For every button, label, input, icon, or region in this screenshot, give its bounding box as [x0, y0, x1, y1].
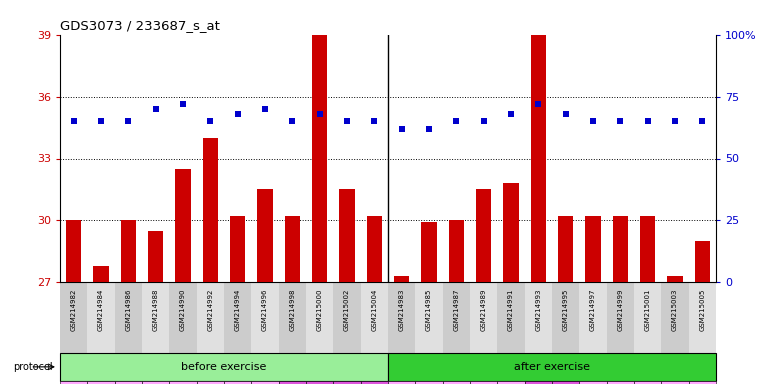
Bar — [66, 220, 81, 282]
Point — [560, 111, 572, 117]
Point — [423, 126, 435, 132]
Point — [122, 118, 134, 124]
Text: GDS3073 / 233687_s_at: GDS3073 / 233687_s_at — [60, 20, 220, 32]
Bar — [640, 216, 655, 282]
Point — [95, 118, 107, 124]
Bar — [284, 216, 300, 282]
Bar — [668, 276, 682, 282]
Point — [641, 118, 654, 124]
Bar — [585, 216, 601, 282]
Bar — [203, 138, 218, 282]
Point — [314, 111, 326, 117]
Point — [341, 118, 353, 124]
Text: before exercise: before exercise — [181, 362, 267, 372]
Bar — [121, 220, 136, 282]
Bar — [449, 220, 464, 282]
Bar — [93, 265, 109, 282]
Bar — [558, 216, 573, 282]
Point — [177, 101, 189, 107]
Bar — [394, 276, 409, 282]
Bar — [613, 216, 628, 282]
Point — [396, 126, 408, 132]
Bar — [476, 189, 491, 282]
Bar — [530, 35, 546, 282]
Bar — [503, 183, 519, 282]
Bar — [148, 230, 163, 282]
Point — [614, 118, 627, 124]
Point — [150, 106, 162, 112]
Bar — [258, 189, 272, 282]
Bar — [422, 222, 436, 282]
Point — [668, 118, 681, 124]
Point — [505, 111, 517, 117]
Bar — [231, 216, 245, 282]
Point — [477, 118, 490, 124]
Point — [286, 118, 298, 124]
Text: protocol: protocol — [12, 362, 52, 372]
Point — [587, 118, 599, 124]
Point — [259, 106, 271, 112]
Point — [532, 101, 544, 107]
Bar — [312, 35, 327, 282]
Bar — [176, 169, 190, 282]
Text: after exercise: after exercise — [514, 362, 590, 372]
Bar — [339, 189, 355, 282]
Point — [369, 118, 381, 124]
Point — [204, 118, 217, 124]
Bar — [367, 216, 382, 282]
Point — [231, 111, 244, 117]
Point — [696, 118, 709, 124]
Point — [68, 118, 80, 124]
Bar — [695, 241, 710, 282]
Point — [450, 118, 463, 124]
